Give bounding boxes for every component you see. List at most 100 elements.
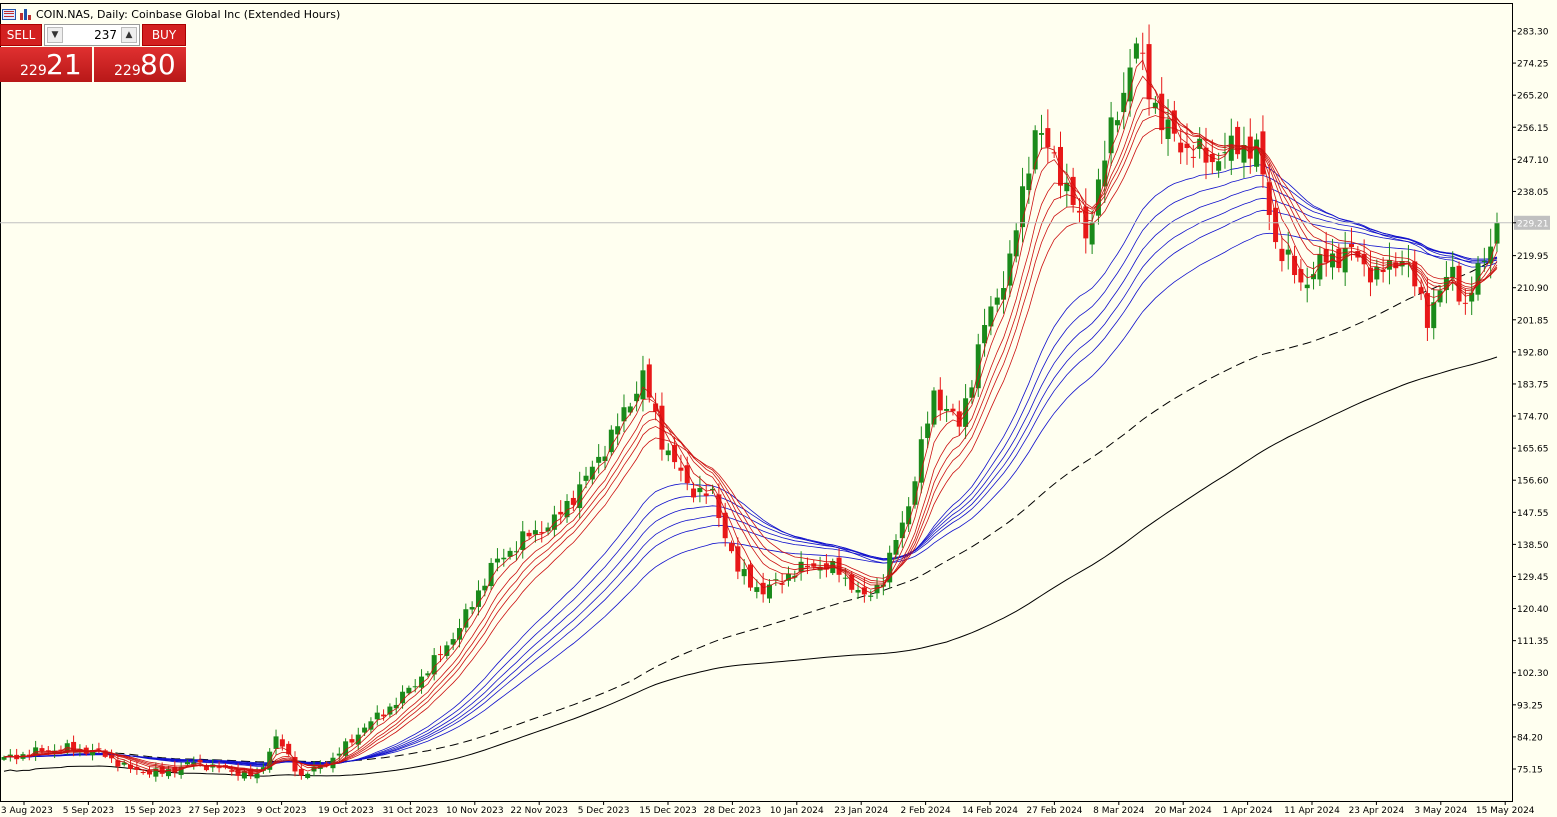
candle-body	[931, 390, 937, 425]
candle	[520, 520, 526, 559]
sell-price-small: 229	[20, 63, 47, 79]
candle	[1095, 168, 1101, 225]
candle	[1386, 242, 1392, 285]
candle-body	[526, 532, 532, 537]
sell-price-big: 21	[46, 48, 82, 81]
candle-body	[665, 450, 671, 456]
candle-body	[444, 645, 450, 656]
candle	[1412, 249, 1418, 297]
candle-body	[1133, 43, 1139, 59]
candle-body	[1039, 133, 1045, 135]
y-tick-label: 84.20	[1517, 733, 1543, 743]
candle	[545, 522, 551, 536]
candle	[501, 548, 507, 567]
candle-body	[203, 765, 209, 771]
candle	[444, 641, 450, 660]
x-tick-label: 15 Dec 2023	[639, 806, 697, 816]
candle	[855, 582, 861, 600]
candle	[1481, 247, 1487, 272]
candle-body	[1152, 102, 1158, 109]
candle	[678, 454, 684, 482]
candle	[475, 580, 481, 616]
candle	[836, 548, 842, 583]
candle	[665, 443, 671, 462]
candle-body	[1190, 156, 1196, 158]
chart-window-icon[interactable]	[2, 8, 16, 20]
volume-stepper[interactable]: ▼ 237 ▲	[44, 24, 140, 46]
buy-price-button[interactable]: 229 80	[94, 47, 186, 82]
candle	[1279, 236, 1285, 272]
candle-body	[109, 755, 115, 759]
x-tick-label: 23 Aug 2023	[0, 806, 53, 816]
short-ma-3	[3, 59, 1498, 775]
candle-body	[1412, 261, 1418, 287]
long-ma-35	[3, 175, 1498, 766]
buy-button[interactable]: BUY	[142, 24, 186, 46]
candle	[558, 500, 564, 525]
candle-body	[969, 387, 975, 398]
candle-body	[1127, 67, 1133, 102]
candle-body	[804, 565, 810, 568]
candle-body	[583, 475, 589, 481]
y-tick-label: 247.10	[1517, 156, 1549, 166]
volume-value[interactable]: 237	[94, 28, 117, 42]
candle	[899, 511, 905, 548]
candle	[583, 466, 589, 489]
candle	[1045, 109, 1051, 163]
candle-body	[1311, 274, 1317, 280]
x-tick-label: 1 Apr 2024	[1223, 806, 1273, 816]
candle	[393, 697, 399, 715]
candle	[115, 754, 121, 772]
candles-icon[interactable]	[19, 8, 33, 20]
x-tick-label: 11 Apr 2024	[1284, 806, 1340, 816]
candle-body	[1304, 284, 1310, 289]
candle-body	[912, 481, 918, 505]
candle	[868, 590, 874, 602]
candle	[178, 762, 184, 779]
candle	[925, 411, 931, 449]
volume-increase-icon[interactable]: ▲	[121, 27, 137, 43]
candle	[526, 529, 532, 539]
candle-body	[798, 561, 804, 572]
sell-button[interactable]: SELL	[0, 24, 42, 46]
x-tick-label: 15 Sep 2023	[124, 806, 181, 816]
candle	[988, 295, 994, 336]
candle-body	[1424, 293, 1430, 328]
sell-price-button[interactable]: 229 21	[0, 47, 92, 82]
candle-body	[1469, 292, 1475, 302]
volume-decrease-icon[interactable]: ▼	[47, 27, 63, 43]
candle-body	[868, 595, 874, 597]
y-tick-label: 75.15	[1517, 766, 1543, 776]
candle-body	[1342, 248, 1348, 273]
candle	[203, 763, 209, 772]
candle	[7, 749, 13, 762]
long-ma-50	[3, 209, 1498, 765]
y-tick-label: 265.20	[1517, 92, 1549, 102]
candle-body	[1032, 130, 1038, 170]
candle	[1494, 212, 1500, 253]
candle-body	[855, 589, 861, 593]
candle-body	[1462, 302, 1468, 304]
x-tick-label: 27 Feb 2024	[1026, 806, 1082, 816]
candle-body	[513, 551, 519, 553]
candle	[241, 768, 247, 781]
candle-body	[159, 766, 165, 774]
candle-body	[950, 408, 956, 412]
candle	[128, 759, 134, 773]
candle	[26, 749, 32, 761]
candle-body	[963, 398, 969, 427]
x-tick-label: 10 Jan 2024	[770, 806, 824, 816]
candle	[956, 400, 962, 436]
candle	[703, 483, 709, 504]
candle	[672, 436, 678, 469]
long-ma-60	[3, 232, 1498, 764]
candle	[1133, 37, 1139, 64]
buy-price-big: 80	[140, 48, 176, 81]
x-tick-label: 27 Sep 2023	[189, 806, 246, 816]
short-ma-5	[3, 75, 1498, 774]
candle	[887, 545, 893, 589]
candle-body	[741, 569, 747, 577]
candle	[419, 669, 425, 694]
x-tick-label: 2 Feb 2024	[900, 806, 951, 816]
